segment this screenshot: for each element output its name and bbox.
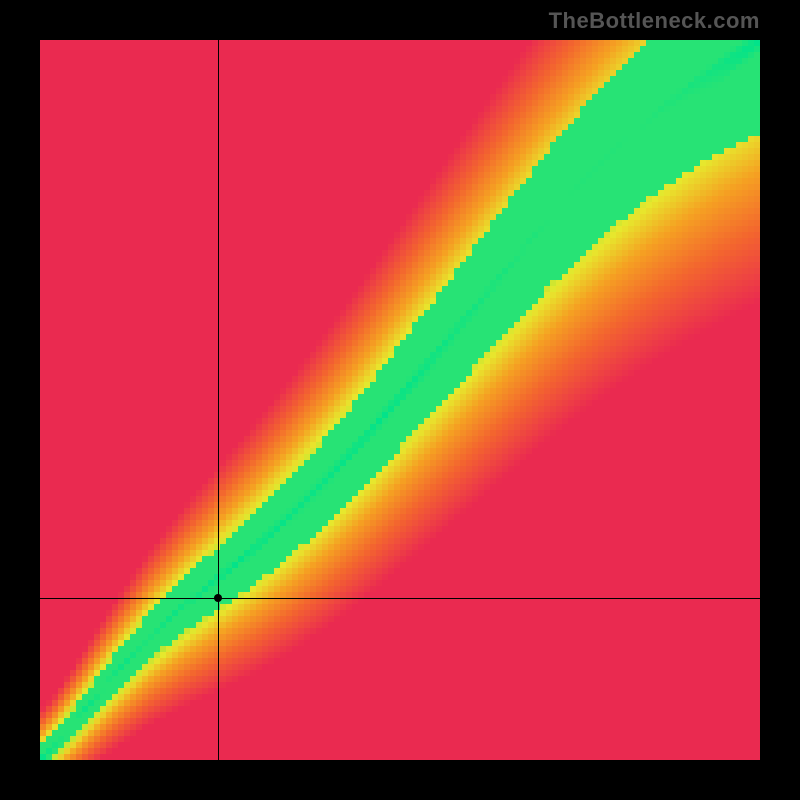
heatmap-canvas (40, 40, 760, 760)
crosshair-vertical (218, 40, 219, 760)
figure-container: TheBottleneck.com (0, 0, 800, 800)
watermark-text: TheBottleneck.com (549, 8, 760, 34)
crosshair-horizontal (40, 598, 760, 599)
crosshair-marker (214, 594, 222, 602)
plot-area (40, 40, 760, 760)
